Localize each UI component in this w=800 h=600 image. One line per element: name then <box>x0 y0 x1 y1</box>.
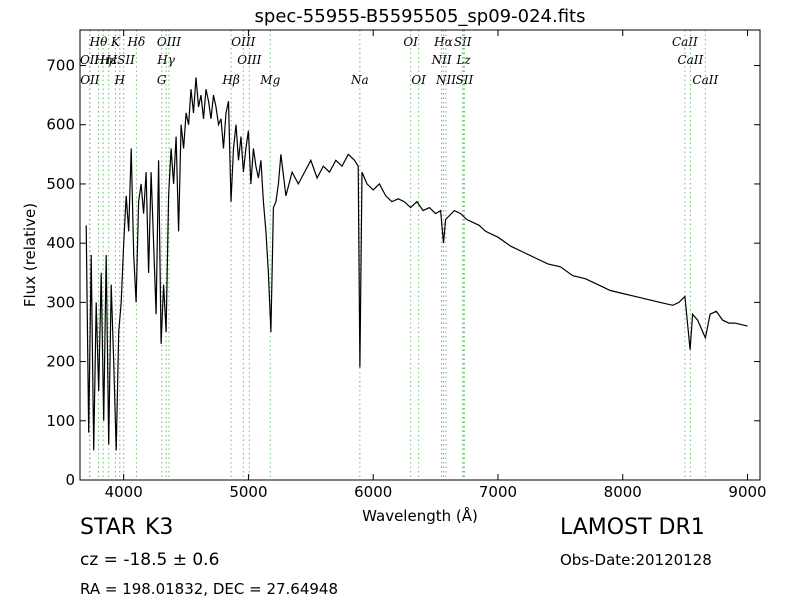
x-tick-label: 5000 <box>229 483 267 501</box>
spectral-line-label: OII <box>80 73 100 87</box>
spectral-line-label: G <box>157 73 167 87</box>
spectral-line-label: K <box>110 35 121 49</box>
spectral-line-label: OIII <box>237 53 261 67</box>
x-tick-label: 9000 <box>728 483 766 501</box>
spectral-line-label: H <box>114 73 126 87</box>
y-tick-label: 700 <box>46 57 75 75</box>
spectral-line-label: SII <box>456 73 474 87</box>
spectral-line-label: NII <box>431 53 452 67</box>
survey: LAMOST DR1 <box>560 515 705 540</box>
y-tick-label: 100 <box>46 412 75 430</box>
spectral-line-label: Hη <box>93 53 112 67</box>
coordinates: RA = 198.01832, DEC = 27.64948 <box>80 580 338 598</box>
y-tick-label: 200 <box>46 353 75 371</box>
spectral-line-label: ISII <box>111 53 135 67</box>
y-tick-label: 400 <box>46 234 75 252</box>
y-tick-label: 0 <box>65 471 75 489</box>
spectral-line-label: Lz <box>456 53 472 67</box>
obs-date: Obs-Date:20120128 <box>560 551 712 569</box>
y-tick-label: 600 <box>46 116 75 134</box>
x-tick-label: 8000 <box>604 483 642 501</box>
spectral-line-label: Hβ <box>221 73 239 87</box>
spectral-line-label: OI <box>403 35 418 49</box>
spectral-line-label: OIII <box>157 35 181 49</box>
x-tick-label: 4000 <box>105 483 143 501</box>
subclass: K3 <box>145 515 173 540</box>
x-axis-label: Wavelength (Å) <box>362 506 478 525</box>
x-tick-label: 7000 <box>479 483 517 501</box>
y-tick-label: 300 <box>46 293 75 311</box>
redshift: cz = -18.5 ± 0.6 <box>80 550 219 570</box>
spectral-line-label: SII <box>454 35 472 49</box>
spectral-line-label: CaII <box>677 53 703 67</box>
spectral-line-label: Na <box>350 73 369 87</box>
spectral-line-label: CaII <box>692 73 718 87</box>
spectral-line-label: Hα <box>433 35 453 49</box>
chart-title: spec-55955-B5595505_sp09-024.fits <box>255 6 586 27</box>
spectrum-line <box>85 77 748 451</box>
plot-frame <box>79 29 761 481</box>
spectral-line-label: OI <box>411 73 426 87</box>
spectral-line-label: Mg <box>259 73 280 87</box>
y-axis-label: Flux (relative) <box>21 203 39 307</box>
spectral-line-label: NII <box>435 73 456 87</box>
spectral-line-label: Hγ <box>156 53 175 67</box>
spectral-line-label: CaII <box>672 35 698 49</box>
x-tick-label: 6000 <box>354 483 392 501</box>
y-tick-label: 500 <box>46 175 75 193</box>
spectral-line-label: Hθ <box>89 35 108 49</box>
spectral-line-label: Hε <box>99 53 117 67</box>
spectral-line-label: Hδ <box>127 35 146 49</box>
spectral-line-label: OIII <box>231 35 255 49</box>
spectral-line-label: OII <box>80 53 100 67</box>
object-class: STAR <box>80 515 136 540</box>
